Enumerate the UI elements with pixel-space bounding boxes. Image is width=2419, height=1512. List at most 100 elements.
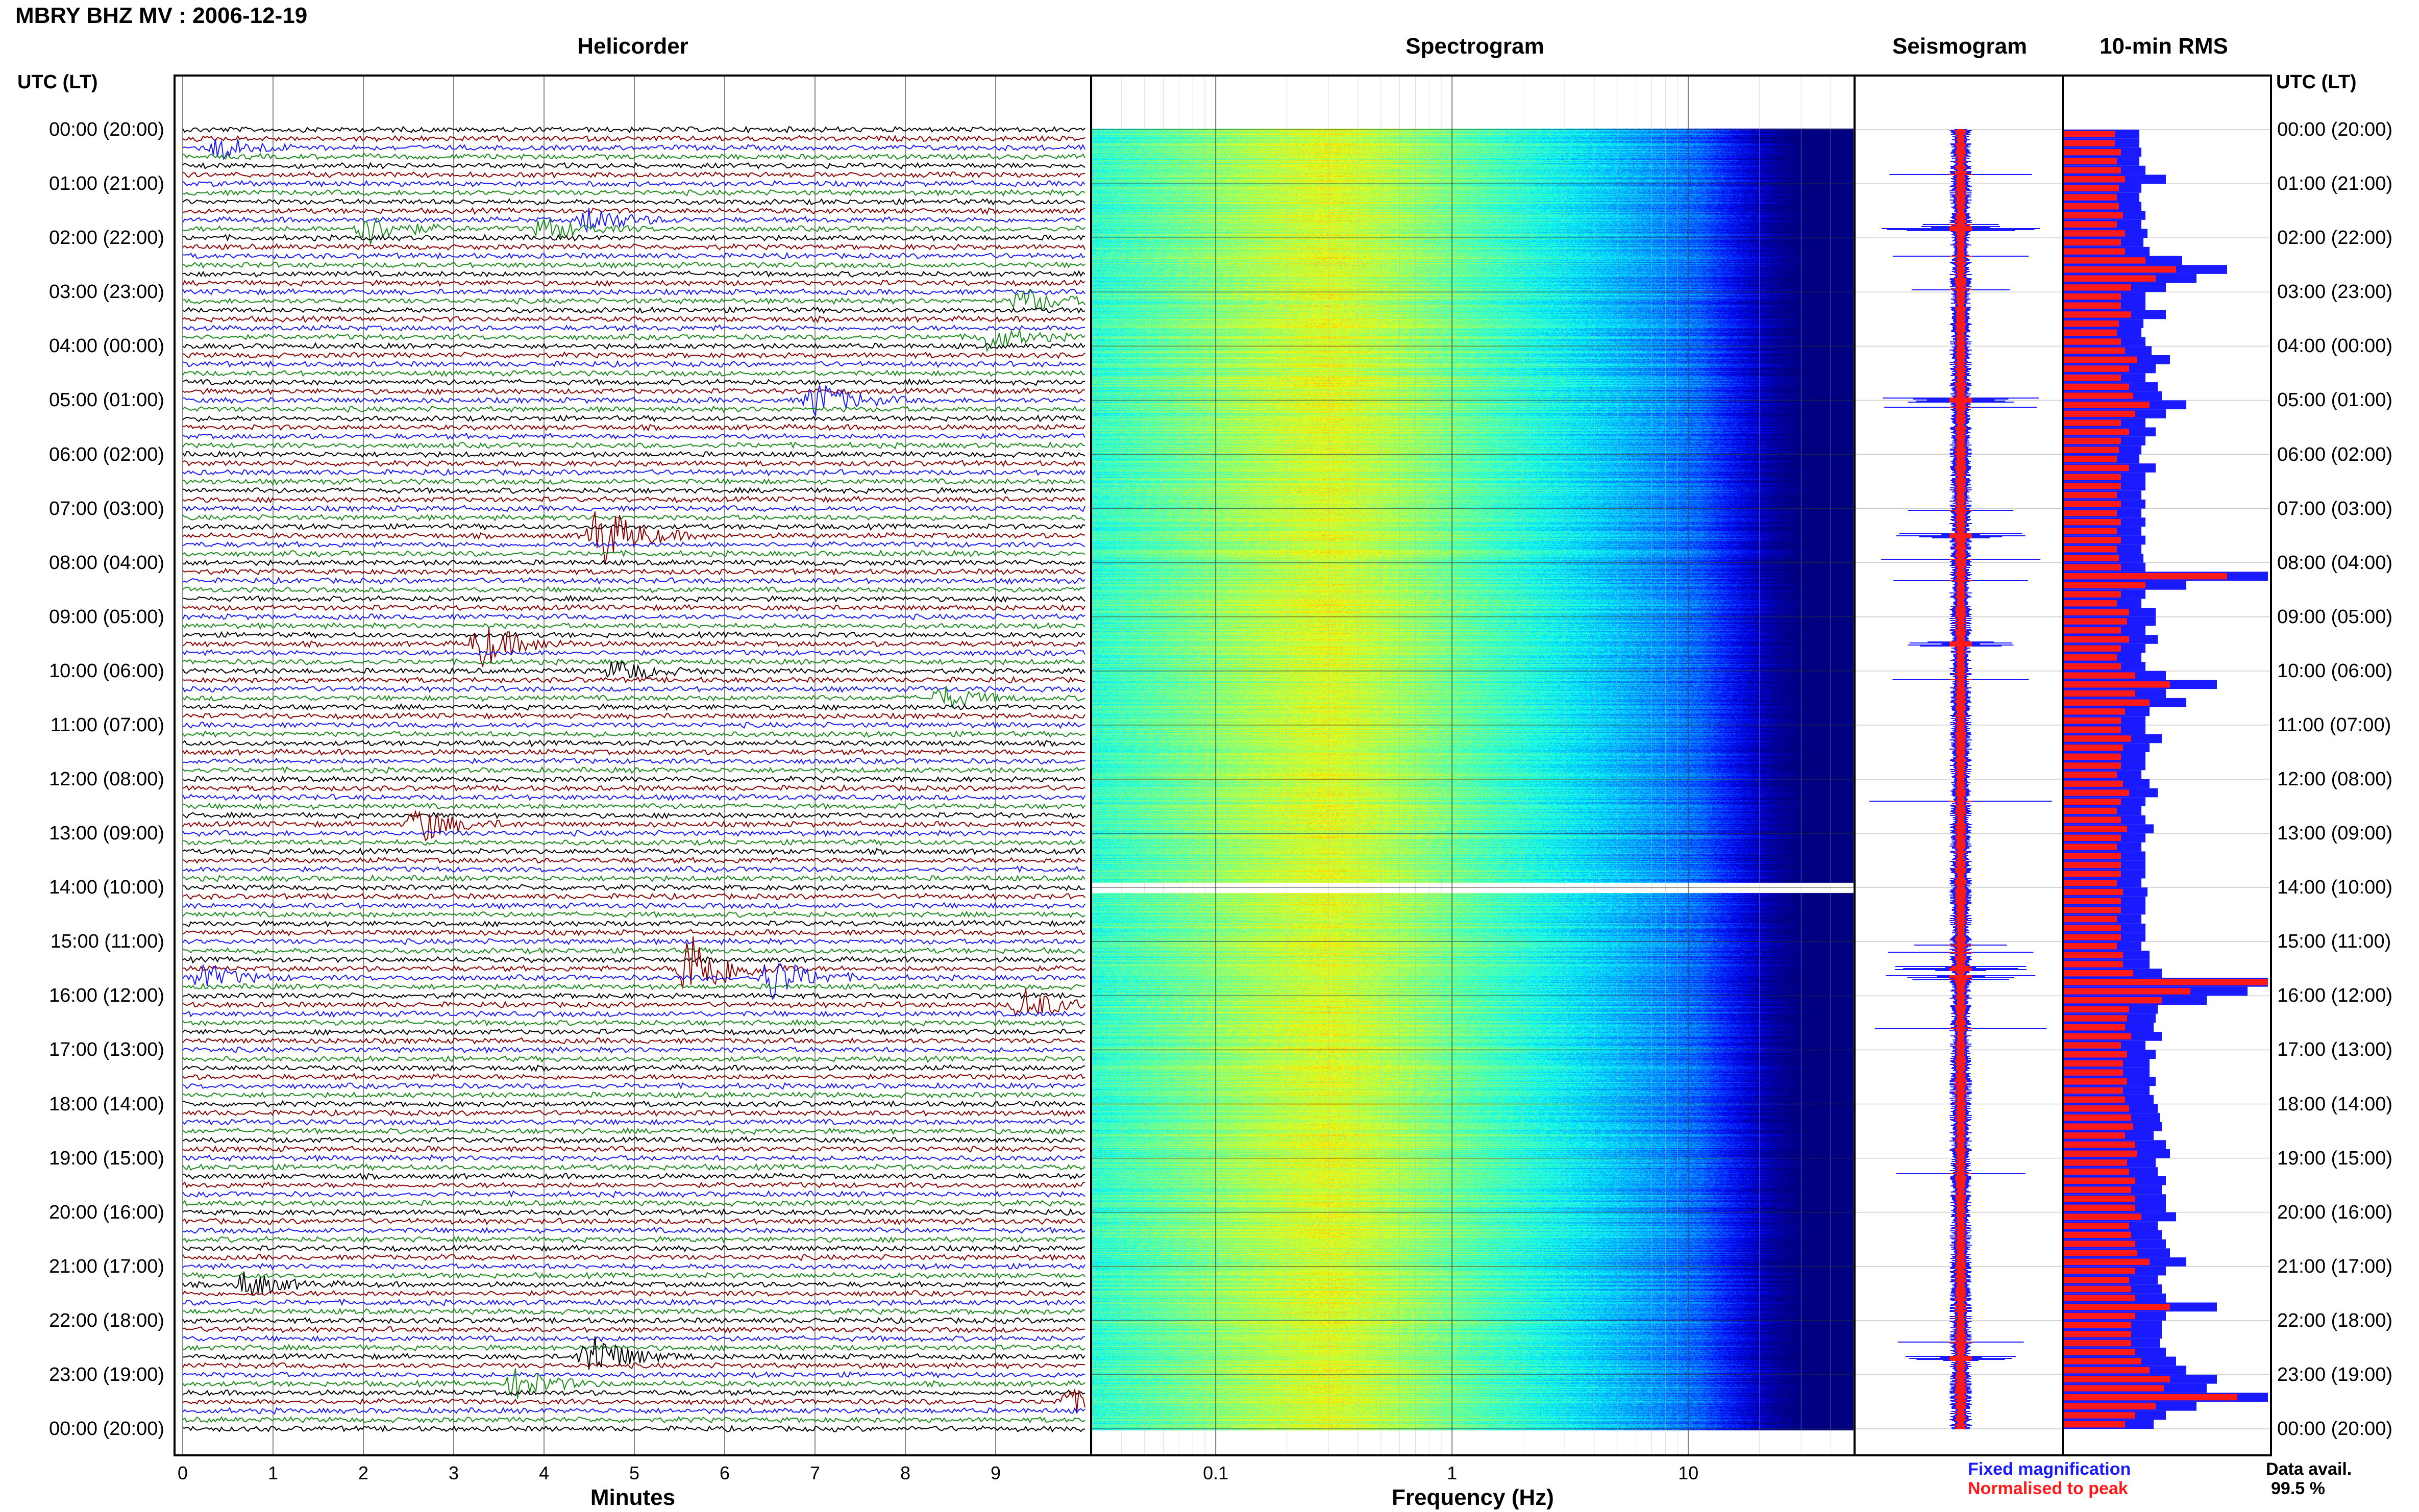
rms-normalised-bar — [2064, 663, 2121, 670]
time-label-right: 14:00 (10:00) — [2277, 877, 2393, 899]
rms-normalised-bar — [2064, 239, 2121, 246]
helicorder-trace — [182, 189, 1085, 197]
utc-right-header: UTC (LT) — [2276, 71, 2357, 93]
helicorder-trace — [182, 604, 1085, 612]
rms-panel — [2062, 75, 2272, 1456]
helicorder-trace — [182, 920, 1085, 928]
helicorder-trace — [182, 162, 1085, 170]
frequency-tick-label: 1 — [1447, 1463, 1458, 1483]
time-label-right: 22:00 (18:00) — [2277, 1309, 2393, 1331]
rms-normalised-bar — [2064, 762, 2121, 769]
rms-normalised-bar — [2064, 1177, 2135, 1184]
rms-normalised-bar — [2064, 392, 2133, 399]
helicorder-trace — [182, 1019, 1085, 1027]
legend-fixed: Fixed magnification — [1968, 1459, 2131, 1479]
helicorder-trace — [182, 385, 1085, 417]
rms-normalised-bar — [2064, 573, 2227, 580]
rms-normalised-bar — [2064, 799, 2121, 805]
helicorder-trace — [182, 233, 1085, 242]
helicorder-trace — [182, 847, 1085, 856]
time-label-right: 12:00 (08:00) — [2277, 769, 2393, 790]
rms-normalised-bar — [2064, 1331, 2131, 1337]
helicorder-trace — [182, 1181, 1085, 1189]
rms-normalised-bar — [2064, 1412, 2135, 1419]
rms-normalised-bar — [2064, 1168, 2129, 1175]
helicorder-trace — [182, 649, 1085, 657]
helicorder-trace — [182, 802, 1085, 810]
time-label-right: 07:00 (03:00) — [2277, 498, 2393, 519]
rms-normalised-bar — [2064, 753, 2121, 760]
rms-normalised-bar — [2064, 988, 2190, 995]
helicorder-trace — [182, 784, 1085, 792]
time-label-left: 18:00 (14:00) — [48, 1093, 164, 1115]
helicorder-trace — [182, 432, 1085, 440]
rms-normalised-bar — [2064, 1078, 2127, 1085]
helicorder-trace — [182, 874, 1085, 883]
helicorder-trace — [182, 270, 1085, 278]
helicorder-trace — [182, 766, 1085, 774]
rms-normalised-bar — [2064, 546, 2117, 553]
minutes-axis-label: Minutes — [590, 1485, 676, 1510]
helicorder-trace — [182, 424, 1085, 432]
rms-normalised-bar — [2064, 257, 2145, 264]
seismogram-plot — [1856, 129, 2062, 1429]
spectrogram-grid — [1092, 77, 1854, 1454]
helicorder-trace — [182, 217, 1085, 245]
helicorder-trace — [182, 351, 1085, 359]
rms-normalised-bar — [2064, 320, 2119, 327]
helicorder-trace — [182, 657, 1085, 666]
helicorder-trace — [182, 523, 1085, 531]
rms-normalised-bar — [2064, 970, 2133, 977]
rms-normalised-bar — [2064, 618, 2127, 625]
rms-normalised-bar — [2064, 1015, 2127, 1022]
helicorder-trace — [182, 1154, 1085, 1162]
helicorder-trace — [182, 1262, 1085, 1271]
rms-normalised-bar — [2064, 447, 2119, 453]
helicorder-trace — [182, 540, 1085, 549]
rms-normalised-bar — [2064, 491, 2117, 499]
rms-normalised-bar — [2064, 564, 2121, 571]
helicorder-trace — [182, 576, 1085, 585]
rms-normalised-bar — [2064, 834, 2121, 841]
rms-normalised-bar — [2064, 501, 2121, 507]
rms-normalised-bar — [2064, 1358, 2141, 1365]
rms-normalised-bar — [2064, 338, 2121, 345]
minutes-tick-label: 0 — [177, 1463, 188, 1483]
rms-normalised-bar — [2064, 1132, 2125, 1139]
rms-normalised-bar — [2064, 1285, 2131, 1293]
helicorder-trace — [182, 1028, 1085, 1036]
helicorder-trace — [182, 414, 1085, 423]
rms-normalised-bar — [2064, 627, 2121, 634]
time-label-left: 21:00 (17:00) — [48, 1255, 164, 1277]
helicorder-trace — [182, 631, 1085, 639]
frequency-tick-label: 10 — [1678, 1463, 1699, 1483]
helicorder-trace — [182, 1081, 1085, 1090]
helicorder-trace — [182, 378, 1085, 386]
helicorder-trace — [182, 1316, 1085, 1325]
helicorder-trace — [182, 856, 1085, 864]
helicorder-trace — [182, 360, 1085, 368]
time-label-left: 06:00 (02:00) — [48, 443, 164, 465]
helicorder-trace — [182, 387, 1085, 395]
helicorder-trace — [182, 963, 1085, 1000]
time-label-left: 10:00 (06:00) — [48, 660, 164, 682]
helicorder-trace — [182, 505, 1085, 512]
time-label-left: 05:00 (01:00) — [48, 389, 164, 411]
time-label-left: 09:00 (05:00) — [48, 606, 164, 628]
rms-normalised-bar — [2064, 591, 2121, 598]
time-label-left: 13:00 (09:00) — [48, 823, 164, 845]
helicorder-trace — [183, 883, 1085, 891]
helicorder-trace — [182, 956, 1085, 964]
minutes-tick-label: 2 — [358, 1463, 369, 1483]
helicorder-trace — [182, 1290, 1085, 1297]
time-label-right: 17:00 (13:00) — [2277, 1039, 2393, 1061]
minutes-tick-label: 9 — [990, 1463, 1001, 1483]
time-label-left: 22:00 (18:00) — [48, 1309, 164, 1331]
rms-normalised-bar — [2064, 1376, 2170, 1382]
rms-normalised-bar — [2064, 1069, 2123, 1076]
rms-normalised-bar — [2064, 284, 2131, 291]
rms-normalised-bar — [2064, 419, 2121, 426]
rms-normalised-bar — [2064, 582, 2145, 589]
rms-title: 10-min RMS — [2100, 34, 2228, 59]
helicorder-trace — [182, 511, 1085, 564]
